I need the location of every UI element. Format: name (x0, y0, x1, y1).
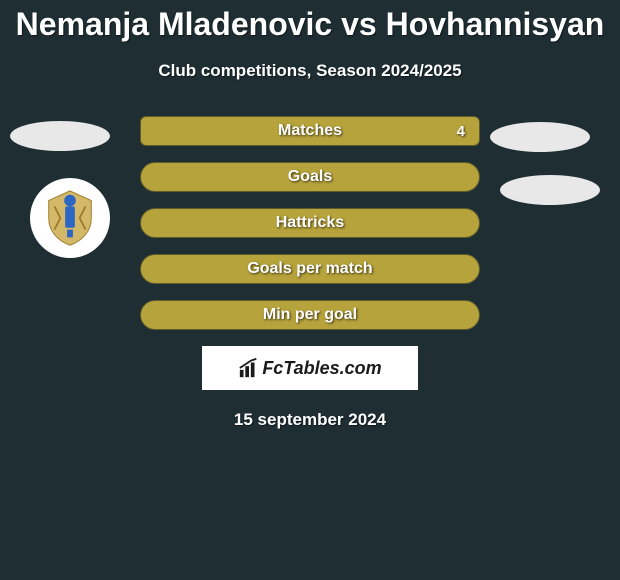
logo-text: FcTables.com (238, 357, 381, 379)
value-pill (500, 175, 600, 205)
chart-icon (238, 357, 260, 379)
crest-icon (39, 187, 101, 249)
stat-label: Matches (278, 122, 342, 140)
stat-row: Goals (140, 162, 480, 192)
stat-label: Min per goal (263, 306, 357, 324)
stat-row: Hattricks (140, 208, 480, 238)
value-pill (10, 121, 110, 151)
stat-value-right: 4 (457, 123, 465, 140)
page-title: Nemanja Mladenovic vs Hovhannisyan (0, 0, 620, 43)
stat-label: Goals per match (247, 260, 372, 278)
date-label: 15 september 2024 (0, 410, 620, 430)
value-pill (490, 122, 590, 152)
logo-label: FcTables.com (262, 358, 381, 379)
stat-label: Goals (288, 168, 332, 186)
stat-row: Matches 4 (140, 116, 480, 146)
stat-label: Hattricks (276, 214, 344, 232)
attribution-logo: FcTables.com (202, 346, 418, 390)
team-badge (30, 178, 110, 258)
stat-row: Min per goal (140, 300, 480, 330)
stat-row: Goals per match (140, 254, 480, 284)
subtitle: Club competitions, Season 2024/2025 (0, 61, 620, 81)
